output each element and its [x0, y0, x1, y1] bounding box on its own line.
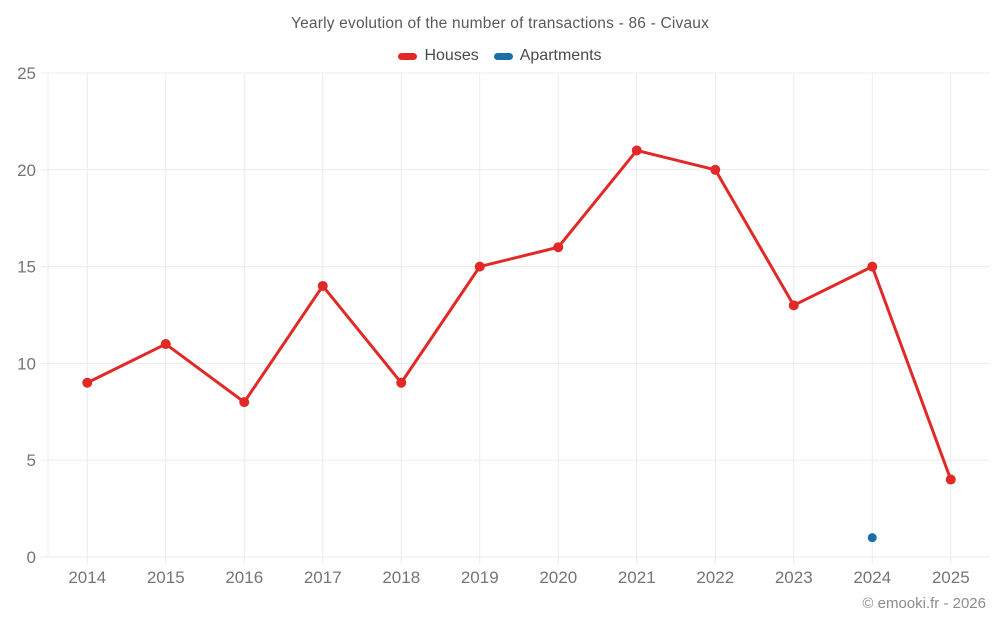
- legend-item-apartments[interactable]: Apartments: [493, 47, 602, 65]
- houses-data-point[interactable]: [710, 164, 721, 175]
- chart-title: Yearly evolution of the number of transa…: [290, 15, 710, 32]
- y-axis-tick-label: 10: [17, 354, 36, 373]
- legend: Houses Apartments: [0, 47, 1000, 65]
- y-axis-tick-label: 20: [17, 161, 36, 180]
- legend-item-houses[interactable]: Houses: [398, 47, 479, 65]
- houses-data-point[interactable]: [945, 474, 956, 485]
- houses-data-point[interactable]: [239, 397, 250, 408]
- houses-data-point[interactable]: [631, 145, 642, 156]
- x-axis-tick-label: 2024: [853, 568, 891, 587]
- houses-data-point[interactable]: [553, 242, 564, 253]
- y-axis-tick-label: 15: [17, 258, 36, 277]
- legend-swatch-houses: [398, 52, 418, 60]
- copyright-text: © emooki.fr - 2026: [862, 595, 986, 612]
- houses-data-point[interactable]: [788, 300, 799, 311]
- y-axis-tick-label: 5: [27, 451, 36, 470]
- houses-data-point[interactable]: [867, 261, 878, 272]
- x-axis-tick-label: 2020: [539, 568, 577, 587]
- houses-data-point[interactable]: [396, 377, 407, 388]
- legend-swatch-apartments: [493, 52, 513, 60]
- x-axis-tick-label: 2023: [775, 568, 813, 587]
- x-axis-tick-label: 2014: [68, 568, 106, 587]
- x-axis-tick-label: 2019: [461, 568, 499, 587]
- legend-label-apartments: Apartments: [519, 47, 602, 64]
- y-axis-tick-label: 25: [17, 64, 36, 83]
- x-axis-tick-label: 2017: [304, 568, 342, 587]
- y-axis-tick-label: 0: [27, 548, 36, 567]
- x-axis-tick-label: 2015: [147, 568, 185, 587]
- legend-label-houses: Houses: [424, 47, 479, 64]
- houses-data-point[interactable]: [160, 339, 171, 350]
- houses-data-point[interactable]: [82, 377, 93, 388]
- x-axis-tick-label: 2018: [382, 568, 420, 587]
- apartments-data-point[interactable]: [867, 533, 877, 543]
- x-axis-tick-label: 2025: [932, 568, 970, 587]
- x-axis-tick-label: 2016: [225, 568, 263, 587]
- x-axis-tick-label: 2021: [618, 568, 656, 587]
- x-axis-tick-label: 2022: [696, 568, 734, 587]
- houses-data-point[interactable]: [474, 261, 485, 272]
- houses-data-point[interactable]: [317, 280, 328, 291]
- houses-line: [85, 148, 953, 482]
